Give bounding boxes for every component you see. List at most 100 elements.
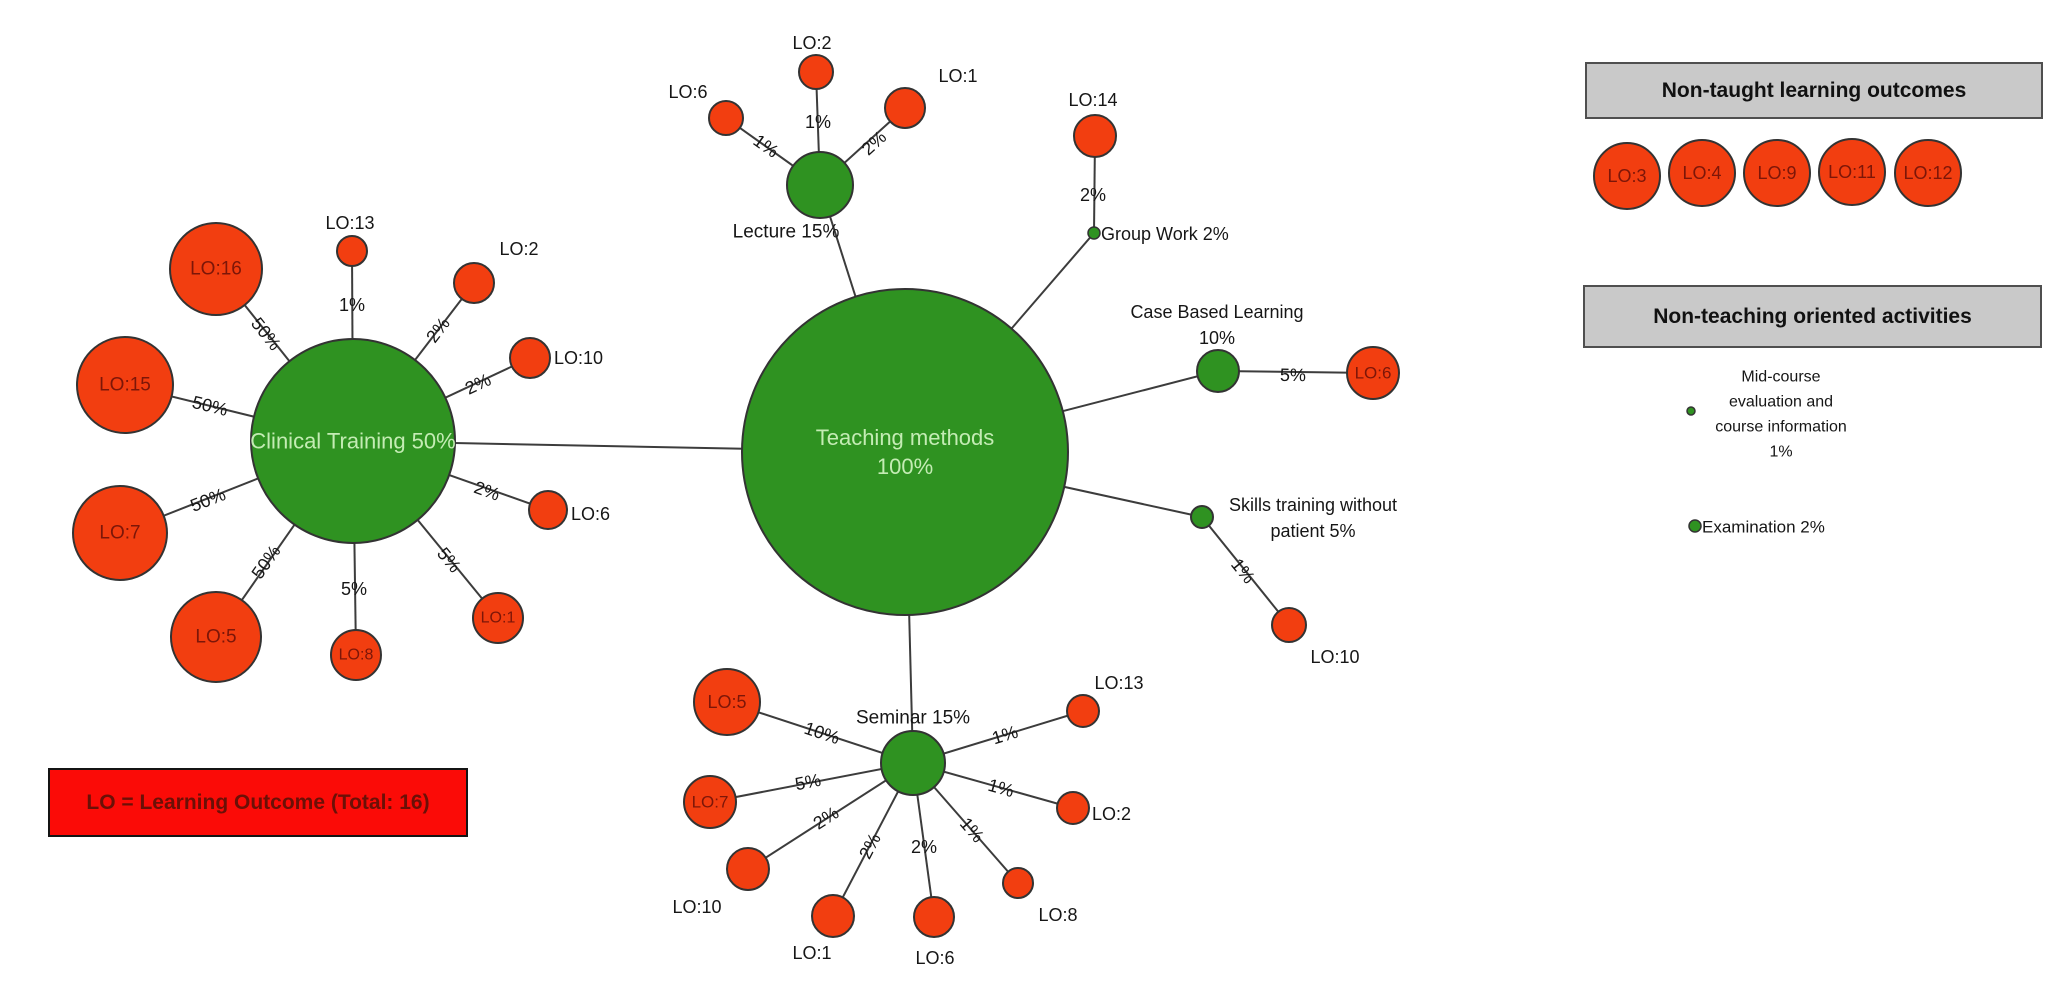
node-cbl_lo6 [1346, 346, 1400, 400]
node-label-s_lo6: LO:6 [915, 948, 954, 968]
lo-legend-text: LO = Learning Outcome (Total: 16) [86, 790, 430, 814]
non-taught-outcomes-title: Non-taught learning outcomes [1661, 78, 1967, 102]
edge-label-seminar-s_lo10: 2% [810, 803, 843, 834]
node-label-nt_lo11: LO:11 [1828, 162, 1876, 182]
node-label-c_lo8: LO:8 [339, 647, 374, 664]
edge-label-lecture-l_lo1: 2% [858, 127, 891, 159]
node-s_lo1 [811, 894, 855, 938]
node-nt_lo9 [1743, 139, 1811, 207]
node-label-nt_lo12: LO:12 [1903, 163, 1952, 183]
node-label-lo14: LO:14 [1068, 90, 1117, 110]
node-nt_lo12 [1894, 139, 1962, 207]
node-s_lo6 [913, 896, 955, 938]
node-c_lo1 [472, 592, 524, 644]
node-s_lo7 [683, 775, 737, 829]
node-cbl [1196, 349, 1240, 393]
node-label-c_lo6: LO:6 [571, 504, 610, 524]
node-label-c_lo7: LO:7 [99, 523, 140, 544]
non-teaching-activities-title: Non-teaching oriented activities [1653, 304, 1972, 328]
node-label-c_lo5: LO:5 [195, 627, 236, 648]
edge-label-lecture-l_lo6: 1% [750, 130, 783, 161]
node-label-cbl_lo6: LO:6 [1355, 364, 1392, 383]
edge-label-cbl-cbl_lo6: 5% [1280, 365, 1306, 385]
node-label-s_lo5: LO:5 [707, 692, 746, 712]
node-label-midcourse-line2: evaluation and [1729, 394, 1833, 411]
node-label-nt_lo4: LO:4 [1682, 163, 1721, 183]
node-midcourse [1686, 406, 1696, 416]
node-lecture [786, 151, 854, 219]
node-label-c_lo2: LO:2 [499, 239, 538, 259]
node-groupwork [1087, 226, 1101, 240]
node-nt_lo4 [1668, 139, 1736, 207]
node-nt_lo3 [1593, 142, 1661, 210]
node-c_lo16 [169, 222, 263, 316]
node-l_lo1 [884, 87, 926, 129]
node-label-skills-line1: Skills training without [1229, 495, 1397, 515]
edge-label-groupwork-lo14: 2% [1080, 185, 1106, 205]
node-l_lo6 [708, 100, 744, 136]
node-label-c_lo15: LO:15 [99, 375, 151, 396]
node-label-midcourse-line4: 1% [1769, 444, 1792, 461]
node-label-seminar: Seminar 15% [856, 708, 970, 729]
edge-label-seminar-s_lo5: 10% [802, 718, 842, 748]
node-label-l_lo1: LO:1 [938, 66, 977, 86]
node-s_lo5 [693, 668, 761, 736]
node-label-s_lo8: LO:8 [1038, 905, 1077, 925]
node-label-c_lo10: LO:10 [554, 348, 603, 368]
node-label-s_lo7: LO:7 [692, 793, 729, 812]
node-nt_lo11 [1818, 138, 1886, 206]
node-label-c_lo13: LO:13 [325, 213, 374, 233]
edge-label-seminar-s_lo7: 5% [793, 770, 822, 795]
non-taught-outcomes-header: Non-taught learning outcomes [1585, 62, 2043, 119]
node-label-midcourse-line3: course information [1715, 419, 1847, 436]
node-label-exam: Examination 2% [1702, 518, 1825, 537]
node-c_lo7 [72, 485, 168, 581]
node-seminar [880, 730, 946, 796]
node-exam [1688, 519, 1702, 533]
node-c_lo2 [453, 262, 495, 304]
edge-label-clinical-c_lo7: 50% [188, 484, 229, 516]
node-s_lo10 [726, 847, 770, 891]
node-c_lo8 [330, 629, 382, 681]
node-label-nt_lo3: LO:3 [1607, 166, 1646, 186]
edge-label-seminar-s_lo2: 1% [986, 775, 1016, 801]
edge-label-lecture-l_lo2: 1% [805, 112, 831, 132]
edge-label-seminar-s_lo1: 2% [855, 830, 885, 862]
node-c_lo6 [528, 490, 568, 530]
node-label-s_lo13: LO:13 [1094, 673, 1143, 693]
node-s_lo13 [1066, 694, 1100, 728]
edge-label-clinical-c_lo6: 2% [471, 477, 502, 505]
node-label-c_lo16: LO:16 [190, 259, 242, 280]
node-c_lo15 [76, 336, 174, 434]
node-label-sk_lo10: LO:10 [1310, 647, 1359, 667]
node-c_lo10 [509, 337, 551, 379]
node-label-cbl-line2: 10% [1199, 328, 1235, 348]
node-label-s_lo2: LO:2 [1092, 804, 1131, 824]
non-teaching-activities-header: Non-teaching oriented activities [1583, 285, 2042, 348]
node-label-nt_lo9: LO:9 [1757, 163, 1796, 183]
node-c_lo5 [170, 591, 262, 683]
node-label-clinical: Clinical Training 50% [250, 429, 455, 454]
node-s_lo2 [1056, 791, 1090, 825]
node-label-lecture: Lecture 15% [733, 222, 840, 243]
node-clinical [250, 338, 456, 544]
node-label-s_lo1: LO:1 [792, 943, 831, 963]
node-sk_lo10 [1271, 607, 1307, 643]
edge-label-clinical-c_lo10: 2% [462, 369, 494, 398]
node-label-teaching-line2: 100% [877, 454, 933, 479]
node-label-skills-line2: patient 5% [1270, 521, 1355, 541]
edge-label-clinical-c_lo8: 5% [341, 579, 367, 599]
edge-label-seminar-s_lo6: 2% [911, 837, 937, 857]
node-lo14 [1073, 114, 1117, 158]
edge-label-clinical-c_lo13: 1% [339, 295, 365, 315]
node-teaching [741, 288, 1069, 616]
node-label-s_lo10: LO:10 [672, 897, 721, 917]
edge-label-clinical-c_lo15: 50% [190, 392, 230, 420]
node-l_lo2 [798, 54, 834, 90]
node-label-l_lo6: LO:6 [668, 82, 707, 102]
edge-label-clinical-c_lo2: 2% [422, 314, 454, 347]
node-label-l_lo2: LO:2 [792, 33, 831, 53]
edge-skills-sk_lo10 [1201, 516, 1290, 626]
lo-legend-box: LO = Learning Outcome (Total: 16) [48, 768, 468, 837]
